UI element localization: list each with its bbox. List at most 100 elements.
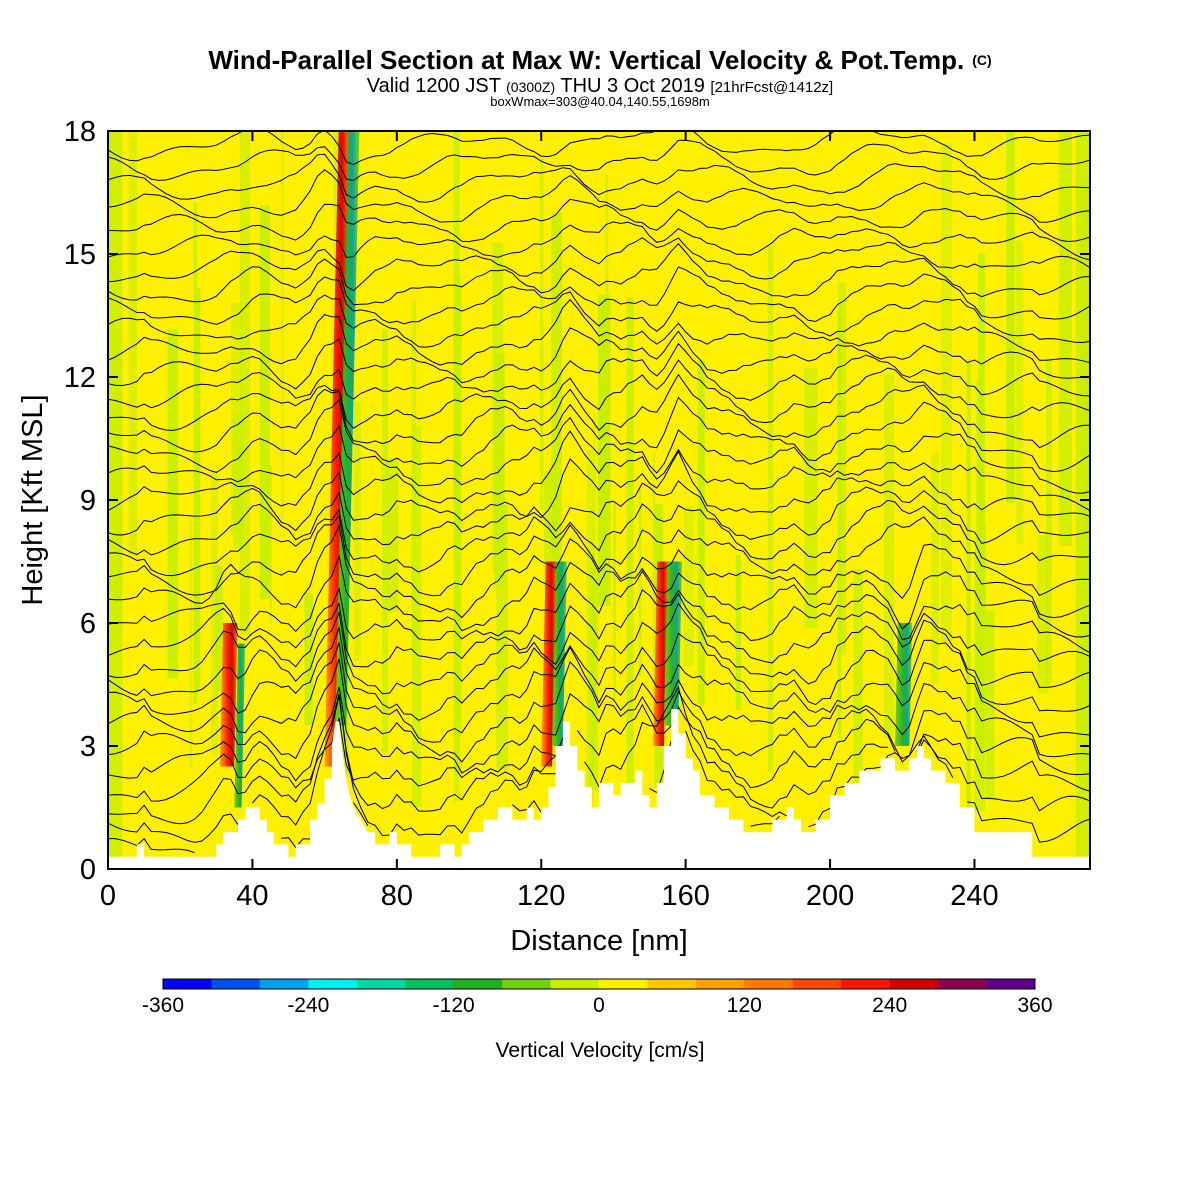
weak-sinking-band [767,245,774,773]
weak-sinking-band [966,358,971,828]
colorbar-frame [162,978,1036,990]
weak-sinking-band [496,505,509,770]
weak-sinking-band [735,555,741,711]
colorbar-tick-label: 120 [727,994,762,1017]
downdraft-column [234,643,246,808]
colorbar-swatch [550,979,600,989]
isentrope-line [108,327,1090,390]
weak-sinking-band [281,131,284,520]
isentrope-line [108,589,1090,678]
isentrope-line [108,480,1090,556]
colorbar-tick-label: -360 [142,994,184,1017]
colorbar-tick-label: 360 [1017,994,1052,1017]
weak-sinking-band [931,452,939,684]
weak-sinking-band [551,212,562,718]
isentrope-line [108,131,1090,166]
weak-sinking-band [626,296,634,789]
updraft-column [324,131,350,767]
weak-sinking-band [638,489,642,677]
terrain-profile [108,709,1090,869]
colorbar-swatch [163,979,212,989]
weak-sinking-band [697,359,705,705]
weak-sinking-band [1058,131,1072,546]
chart-title: Wind-Parallel Section at Max W: Vertical… [208,45,991,75]
weak-sinking-band [1036,534,1049,693]
isentrope-line [108,602,1090,697]
isentrope-line [108,237,1090,292]
colorbar-label: Vertical Velocity [cm/s] [496,1039,705,1062]
x-tick-label: 120 [517,880,565,912]
y-tick-label: 6 [80,608,96,640]
colorbar-swatch [695,979,745,989]
weak-sinking-band [453,131,460,508]
weak-sinking-band [837,281,847,656]
weak-sinking-band [454,275,461,776]
colorbar-swatch [938,979,988,989]
isentrope-line [108,524,1090,619]
x-tick-label: 40 [236,880,268,912]
colorbar-tick-label: 240 [872,994,907,1017]
weak-sinking-band [387,457,399,613]
x-tick-label: 200 [806,880,854,912]
colorbar-swatch [792,979,842,989]
weak-sinking-band [167,328,179,679]
isentrope-line [108,169,1090,223]
colorbar-swatch [405,979,455,989]
weak-sinking-band [593,413,596,737]
y-axis-label: Height [Kft MSL] [17,394,49,605]
weak-sinking-band [1015,240,1024,545]
weak-sinking-band [883,374,895,738]
weak-sinking-band [269,464,272,624]
isentrope-line [108,396,1090,473]
isentrope-line [108,416,1090,494]
isentrope-line [108,658,1090,763]
colorbar-swatch [211,979,261,989]
isentrope-line [108,695,1090,843]
title-mark: (C) [972,52,991,68]
isentrope-line [108,799,780,854]
weak-sinking-band [304,592,313,725]
isentrope-line [108,430,1090,511]
x-tick-label: 240 [950,880,998,912]
isentrope-line [108,291,1090,348]
colorbar-swatch [889,979,939,989]
x-tick-label: 160 [661,880,709,912]
isentrope-line [108,198,1090,243]
colorbar-swatch [356,979,406,989]
colorbar-swatch [259,979,309,989]
colorbar-swatch [453,979,503,989]
isentrope-line [108,499,1090,577]
isentrope-line [108,221,1090,261]
isentrope-line [108,342,1090,409]
weak-sinking-band [683,505,694,667]
colorbar-swatch [647,979,697,989]
isentrope-line [108,570,1090,656]
weak-sinking-band [1045,357,1052,685]
isentrope-line [108,641,1090,743]
chart-subtitle-2: boxWmax=303@40.04,140.55,1698m [490,94,710,109]
weak-sinking-band [381,328,389,752]
terrain [108,709,1090,869]
x-tick-label: 80 [381,880,413,912]
y-tick-label: 12 [64,362,96,394]
y-tick-label: 0 [80,854,96,886]
colorbar-swatch [744,979,794,989]
isentrope-line [108,450,1090,536]
colorbar-swatch [599,979,648,989]
weak-sinking-band [412,425,422,808]
weak-sinking-band [652,452,656,722]
weak-sinking-band [804,368,818,629]
colorbar-swatch [986,979,1036,989]
y-tick-label: 15 [64,239,96,271]
y-tick-label: 9 [80,485,96,517]
weak-sinking-band [189,519,193,767]
weak-sinking-band [974,536,986,812]
x-axis-label: Distance [nm] [510,925,687,957]
colorbar-tick-label: 0 [593,994,605,1017]
isentrope-line [108,514,1090,597]
weak-sinking-band [210,471,218,755]
isentrope-line [108,266,1090,325]
colorbar: -360 -240 -120 0 120 240 360 [142,978,1053,1017]
plot-area [108,131,1090,869]
